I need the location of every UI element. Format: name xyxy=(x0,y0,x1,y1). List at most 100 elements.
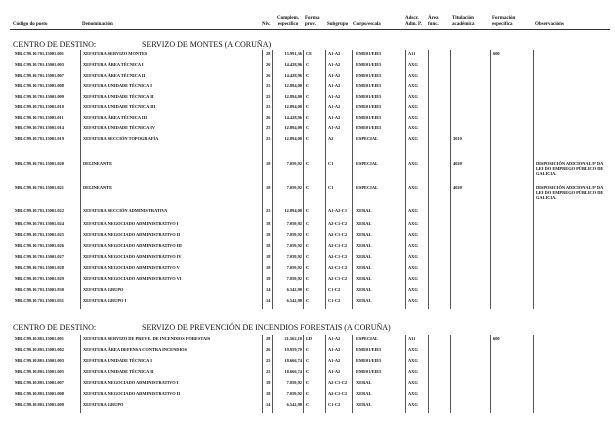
cell-corpo: EME01/EIE5 xyxy=(352,61,381,72)
cell-forma: C xyxy=(303,61,309,72)
cell-denominacion: XEFATURA NEGOCIADO ADMINISTRATIVO VI xyxy=(80,275,182,286)
cell-codigo: MR.C99.10.801.15001.007 xyxy=(15,380,64,385)
cell-denominacion: XEFATURA ÁREA TÉCNICA I xyxy=(80,61,144,72)
cell-area xyxy=(428,275,431,286)
cell-corpo: XERAL xyxy=(352,207,371,220)
cell-adscr: AXG xyxy=(405,264,418,275)
cell-observacions xyxy=(533,253,611,264)
cell-titulacion xyxy=(450,253,453,264)
cell-observacions xyxy=(533,286,611,297)
cell-complemento: 7.059,92 xyxy=(272,390,302,401)
cell-complemento: 14.428,96 xyxy=(272,114,302,124)
cell-complemento: 7.059,92 xyxy=(272,264,302,275)
cell-formacion: 600 xyxy=(490,50,500,61)
cell-forma: C xyxy=(303,103,309,114)
cell-complemento: 19.959,70 xyxy=(272,346,302,357)
cell-titulacion xyxy=(450,242,453,253)
cell-corpo: XERAL xyxy=(352,220,371,231)
cell-denominacion: XEFATURA NEGOCIADO ADMINISTRATIVO II xyxy=(80,231,180,242)
cell-corpo: XERAL xyxy=(352,253,371,264)
cell-corpo: EME01/EIE5 xyxy=(352,82,381,93)
cell-adscr: AXG xyxy=(405,160,418,184)
cell-subgrupo: A2-C1-C2 xyxy=(325,379,347,390)
cell-formacion xyxy=(490,207,493,220)
cell-denominacion: XEFATURA NEGOCIADO ADMINISTRATIVO III xyxy=(80,242,182,253)
cell-forma: C xyxy=(303,207,309,220)
cell-corpo: ESPECIAL xyxy=(352,335,378,346)
cell-subgrupo: A1-A2 xyxy=(325,124,340,135)
cell-titulacion xyxy=(450,401,453,413)
cell-forma: C xyxy=(303,264,309,275)
cell-observacions xyxy=(533,93,611,103)
cell-adscr: AXG xyxy=(405,231,418,242)
cell-denominacion: XEFATURA NEGOCIADO ADMINISTRATIVO IV xyxy=(80,253,182,264)
cell-codigo: MR.C99.10.701.15001.011 xyxy=(15,115,64,120)
cell-nivel: 14 xyxy=(262,401,270,413)
cell-nivel: 18 xyxy=(262,220,270,231)
cell-area xyxy=(428,184,431,207)
cell-nivel: 18 xyxy=(262,184,270,207)
table-row: MR.C99.10.701.15001.001 XEFATURA SERVIZO … xyxy=(0,50,615,61)
cell-adscr: AXG xyxy=(405,124,418,135)
cell-nivel: 25 xyxy=(262,368,270,379)
cell-codigo: MR.C99.10.701.15001.026 xyxy=(15,243,64,248)
cell-codigo: MR.C99.10.701.15001.008 xyxy=(15,83,64,88)
cell-subgrupo: A1-A2 xyxy=(325,357,340,368)
table-row: MR.C99.10.701.15001.028 XEFATURA NEGOCIAD… xyxy=(0,264,615,275)
cell-adscr: AXG xyxy=(405,357,418,368)
cell-codigo: MR.C99.10.801.15001.009 xyxy=(15,402,64,407)
cell-area xyxy=(428,390,431,401)
cell-codigo: MR.C99.10.701.15001.019 xyxy=(15,136,64,141)
cell-codigo: MR.C99.10.801.15001.002 xyxy=(15,347,64,352)
cell-adscr: AXG xyxy=(405,135,418,160)
cell-nivel: 18 xyxy=(262,242,270,253)
table-row: MR.C99.10.801.15001.005 XEFATURA UNIDADE … xyxy=(0,368,615,379)
cell-formacion xyxy=(490,264,493,275)
cell-subgrupo: A1-A2 xyxy=(325,103,340,114)
cell-forma: C xyxy=(303,93,309,103)
cell-adscr: AXG xyxy=(405,401,418,413)
cell-corpo: ESPECIAL xyxy=(352,184,378,207)
cell-subgrupo: A1-A2 xyxy=(325,346,340,357)
cell-forma: C xyxy=(303,124,309,135)
cell-titulacion xyxy=(450,335,453,346)
cell-formacion xyxy=(490,61,493,72)
cell-adscr: A11 xyxy=(405,50,415,61)
cell-nivel: 18 xyxy=(262,390,270,401)
section-label: CENTRO DE DESTINO: xyxy=(13,40,97,49)
section-header: CENTRO DE DESTINO: SERVIZO DE PREVENCIÓN … xyxy=(13,323,391,332)
cell-denominacion: XEFATURA NEGOCIADO ADMINISTRATIVO V xyxy=(80,264,180,275)
table-row: MR.C99.10.701.15001.031 XEFATURA GRUPO I 1… xyxy=(0,297,615,309)
cell-adscr: AXG xyxy=(405,242,418,253)
cell-titulacion xyxy=(450,264,453,275)
cell-complemento: 18.666,74 xyxy=(272,368,302,379)
cell-observacions: DISPOSICIÓN ADICIONAL 9ª DA LEI DO EMPRE… xyxy=(533,160,611,184)
cell-area xyxy=(428,82,431,93)
cell-subgrupo: C1-C2 xyxy=(325,297,340,309)
cell-observacions xyxy=(533,242,611,253)
cell-nivel: 25 xyxy=(262,82,270,93)
cell-codigo: MR.C99.10.701.15001.014 xyxy=(15,125,64,130)
col-denominacion: Denominación xyxy=(82,22,113,27)
cell-corpo: XERAL xyxy=(352,297,371,309)
cell-observacions xyxy=(533,275,611,286)
cell-complemento: 7.059,92 xyxy=(272,379,302,390)
cell-subgrupo: A2-C1-C2 xyxy=(325,264,347,275)
cell-formacion xyxy=(490,160,493,184)
cell-codigo: MR.C99.10.701.15001.031 xyxy=(15,298,64,303)
cell-denominacion: XEFATURA ÁREA TÉCNICA III xyxy=(80,114,147,124)
cell-corpo: XERAL xyxy=(352,379,371,390)
section-name: SERVIZO DE MONTES (A CORUÑA) xyxy=(142,40,272,49)
cell-formacion xyxy=(490,253,493,264)
cell-area xyxy=(428,114,431,124)
cell-area xyxy=(428,61,431,72)
cell-denominacion: XEFATURA ÁREA TÉCNICA II xyxy=(80,72,145,82)
cell-formacion xyxy=(490,220,493,231)
cell-subgrupo: A1-A2 xyxy=(325,72,340,82)
cell-observacions xyxy=(533,50,611,61)
cell-forma: C xyxy=(303,390,309,401)
cell-nivel: 18 xyxy=(262,275,270,286)
cell-area xyxy=(428,379,431,390)
cell-codigo: MR.C99.10.801.15001.008 xyxy=(15,391,64,396)
cell-observacions xyxy=(533,82,611,93)
